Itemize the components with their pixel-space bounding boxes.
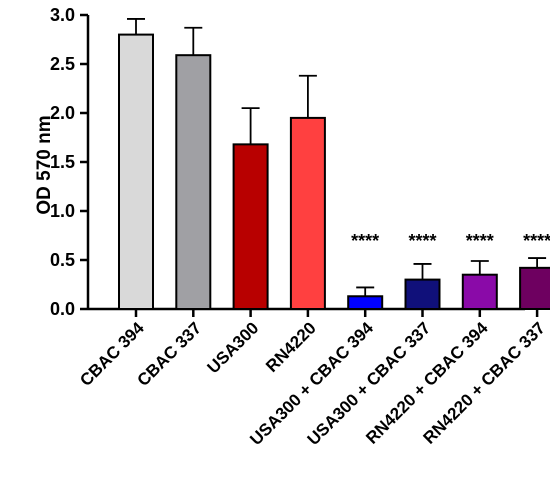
significance-label: **** [351,231,379,251]
bar [232,143,269,310]
y-tick-label: 0.0 [50,299,75,319]
x-tick-label: RN4220 [262,318,320,376]
y-tick-label: 2.0 [50,103,75,123]
y-tick-label: 3.0 [50,5,75,25]
bar [118,33,154,310]
bar [404,278,441,311]
y-tick-label: 1.5 [50,152,75,172]
significance-label: **** [523,231,550,251]
bar [175,54,212,311]
bar [347,295,384,311]
y-tick-label: 2.5 [50,54,75,74]
bar [519,266,550,310]
significance-label: **** [408,231,436,251]
y-axis-title: OD 570 nm [34,115,55,214]
bar [461,273,498,311]
y-tick-label: 0.5 [50,250,75,270]
bar [289,116,326,311]
y-tick-label: 1.0 [50,201,75,221]
x-tick-label: USA300 [204,318,263,377]
significance-label: **** [466,231,494,251]
